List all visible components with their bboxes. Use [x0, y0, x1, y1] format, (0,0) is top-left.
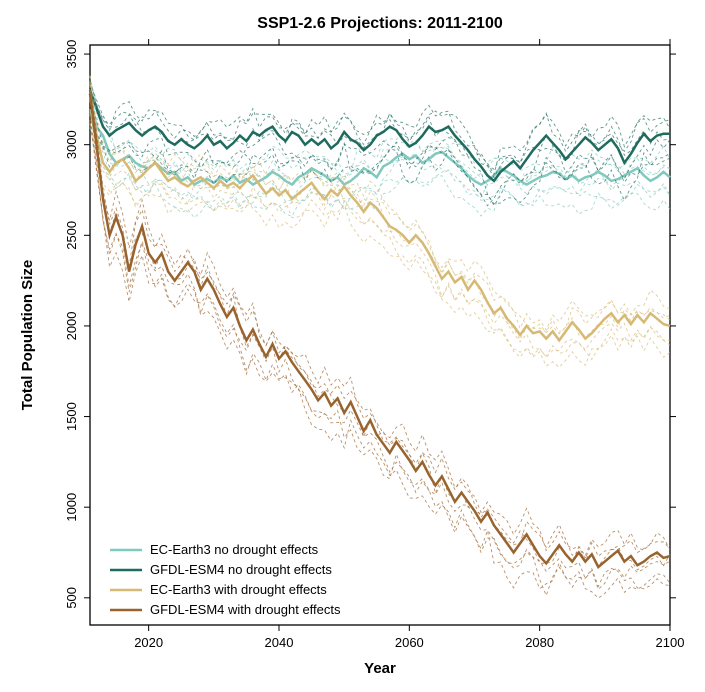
y-tick-label: 500 — [64, 587, 79, 609]
x-tick-label: 2080 — [525, 635, 554, 650]
y-tick-label: 2000 — [64, 311, 79, 340]
legend-label: GFDL-ESM4 with drought effects — [150, 602, 341, 617]
legend-label: EC-Earth3 no drought effects — [150, 542, 319, 557]
legend-label: GFDL-ESM4 no drought effects — [150, 562, 332, 577]
y-tick-label: 2500 — [64, 221, 79, 250]
y-axis-label: Total Population Size — [19, 260, 36, 411]
y-tick-label: 3500 — [64, 40, 79, 69]
x-tick-label: 2060 — [395, 635, 424, 650]
chart-container: SSP1-2.6 Projections: 2011-2100 2020 2040 2… — [0, 0, 705, 692]
x-tick-label: 2020 — [134, 635, 163, 650]
y-tick-label: 1000 — [64, 493, 79, 522]
line-chart: SSP1-2.6 Projections: 2011-2100 2020 2040 2… — [0, 0, 705, 692]
legend-label: EC-Earth3 with drought effects — [150, 582, 327, 597]
chart-title: SSP1-2.6 Projections: 2011-2100 — [257, 15, 503, 32]
x-tick-label: 2040 — [265, 635, 294, 650]
y-tick-label: 1500 — [64, 402, 79, 431]
x-axis-label: Year — [364, 660, 396, 677]
y-tick-label: 3000 — [64, 130, 79, 159]
x-tick-label: 2100 — [656, 635, 685, 650]
